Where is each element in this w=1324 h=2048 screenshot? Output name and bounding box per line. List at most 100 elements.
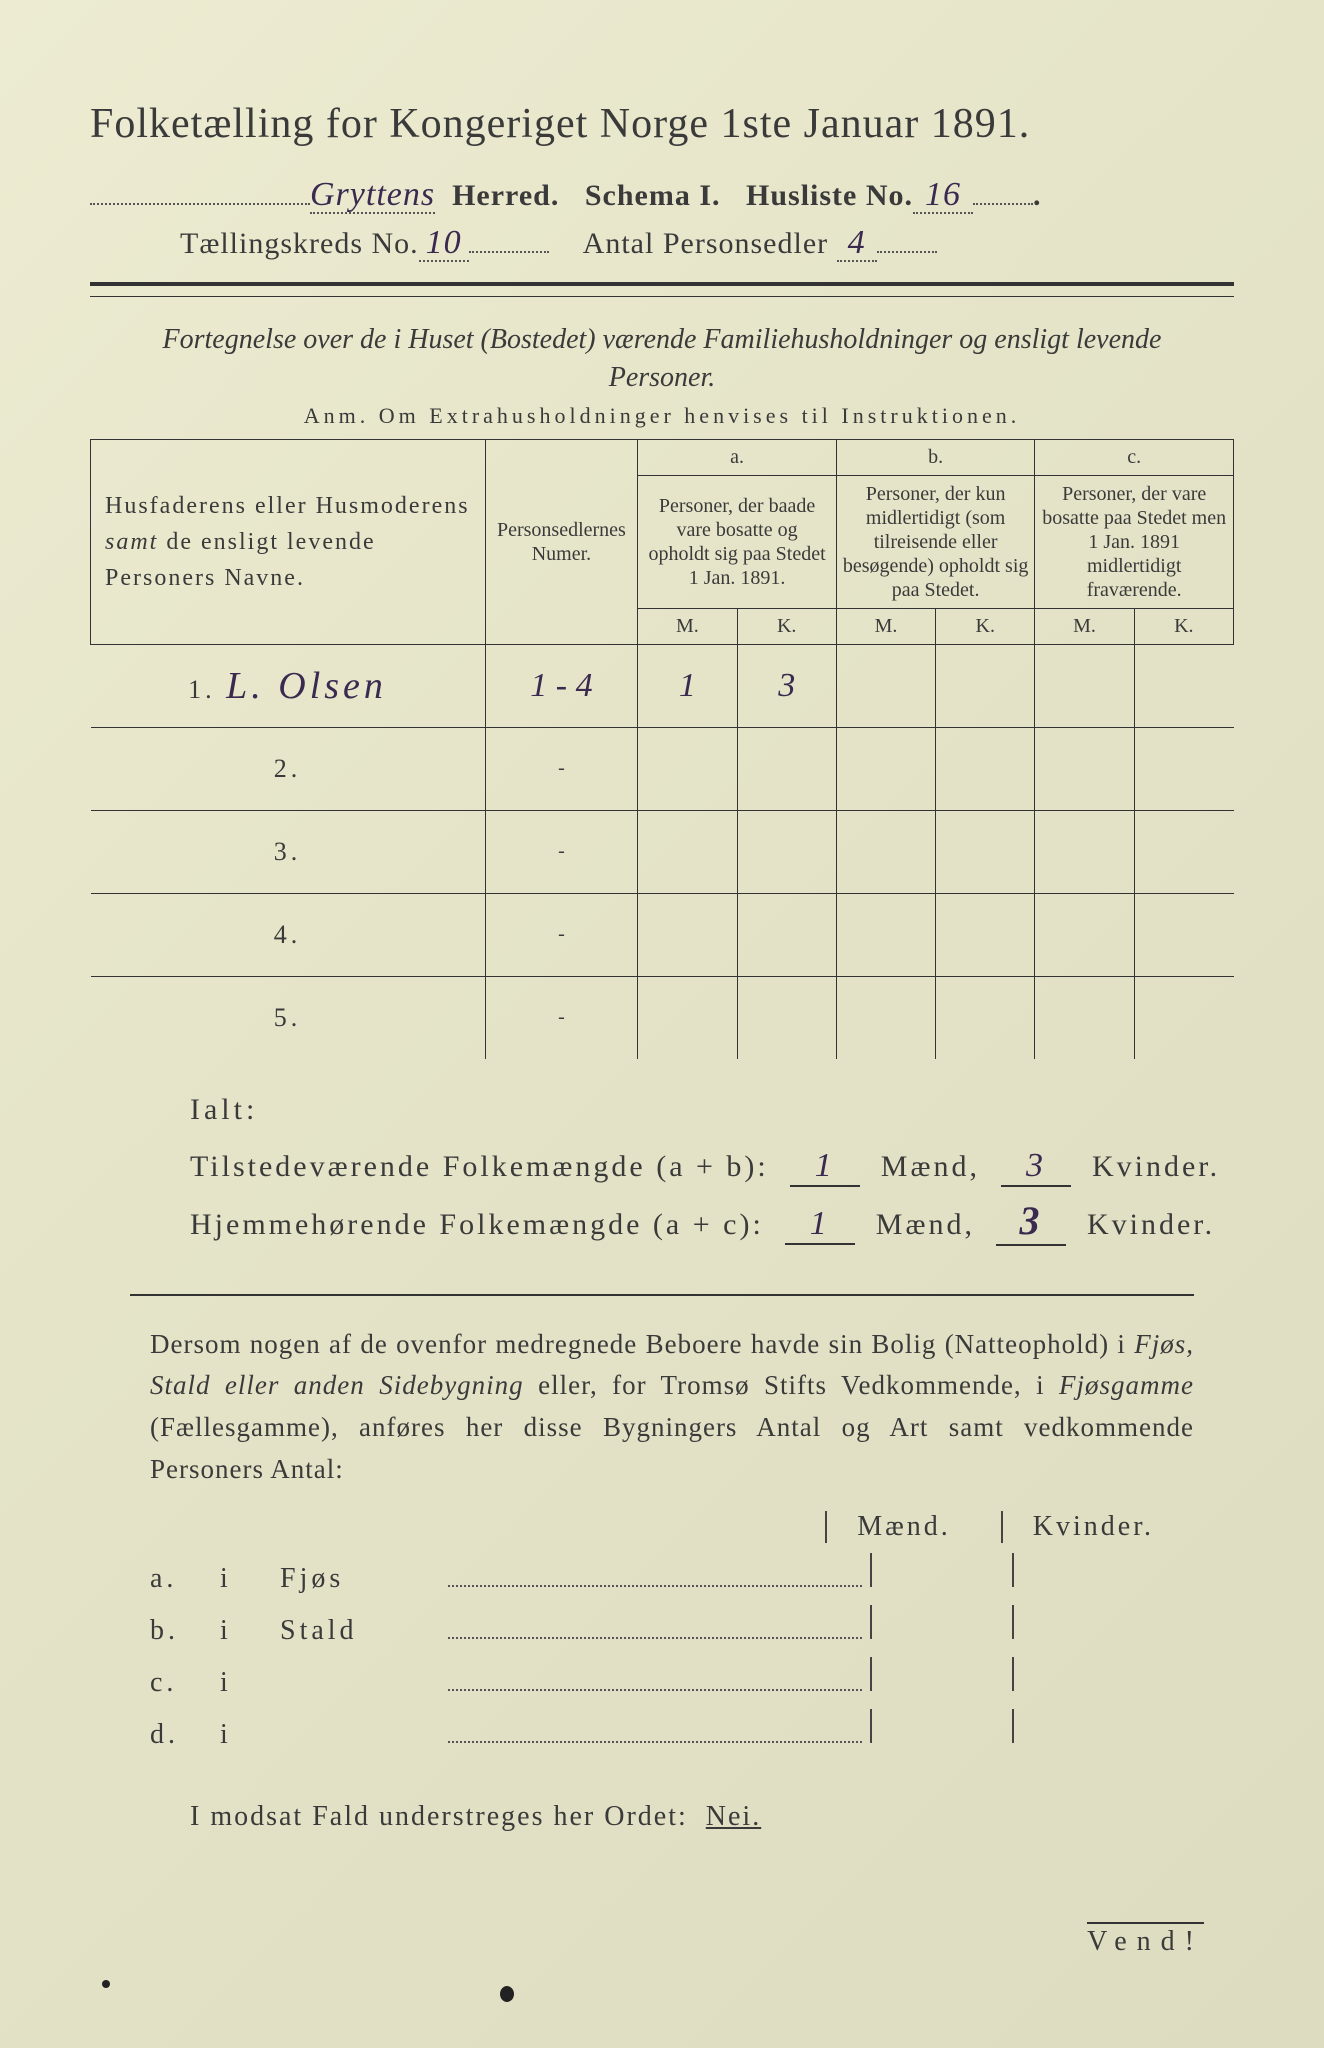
row-c-k — [1134, 810, 1233, 893]
nei-word: Nei. — [706, 1801, 761, 1832]
row-a-m: 1 — [638, 644, 737, 727]
husliste-value: 16 — [913, 178, 973, 214]
row-b-k — [936, 976, 1035, 1059]
dwelling-k-col — [1012, 1553, 1174, 1587]
header-line-herred: Gryttens Herred. Schema I. Husliste No.1… — [90, 178, 1234, 214]
col-a-m: M. — [638, 608, 737, 644]
dwelling-row: a.iFjøs — [150, 1553, 1174, 1595]
row-a-m — [638, 976, 737, 1059]
col-c-label: c. — [1035, 439, 1234, 475]
sedler-value: 4 — [837, 226, 877, 262]
row-name-cell: 5. — [91, 976, 486, 1059]
dwelling-row: d.i — [150, 1709, 1174, 1751]
present-k: 3 — [1001, 1147, 1071, 1187]
dwelling-m-col — [870, 1709, 1012, 1743]
dwelling-k-col — [1012, 1605, 1174, 1639]
row-number: 5. — [274, 1003, 302, 1032]
row-c-m — [1035, 893, 1134, 976]
row-c-k — [1134, 727, 1233, 810]
row-b-m — [836, 644, 935, 727]
herred-label: Herred. — [452, 179, 559, 212]
kvinder-label2: Kvinder. — [1087, 1208, 1215, 1241]
ialt-label: Ialt: — [190, 1093, 1234, 1127]
herred-blank-prefix — [90, 203, 310, 205]
row-a-m — [638, 727, 737, 810]
row-b-m — [836, 976, 935, 1059]
present-label: Tilstedeværende Folkemængde (a + b): — [190, 1150, 769, 1183]
row-number: 4. — [274, 920, 302, 949]
nei-line: I modsat Fald understreges her Ordet: Ne… — [190, 1801, 1234, 1833]
present-m: 1 — [790, 1147, 860, 1187]
row-b-k — [936, 727, 1035, 810]
table-header-top: Husfaderens eller Husmoderens samt de en… — [91, 439, 1234, 475]
col-numer-header: Personsedlernes Numer. — [485, 439, 638, 644]
col-a-k: K. — [737, 608, 836, 644]
row-b-m — [836, 727, 935, 810]
husliste-suffix — [973, 203, 1033, 205]
census-form-page: Folketælling for Kongeriget Norge 1ste J… — [0, 0, 1324, 2048]
row-c-m — [1035, 810, 1134, 893]
dwelling-i: i — [220, 1563, 280, 1595]
dwelling-row: c.i — [150, 1657, 1174, 1699]
row-b-m — [836, 893, 935, 976]
row-c-k — [1134, 976, 1233, 1059]
row-c-m — [1035, 727, 1134, 810]
row-name-cell: 1. L. Olsen — [91, 644, 486, 727]
divider-thin — [90, 296, 1234, 297]
col-a-label: a. — [638, 439, 837, 475]
dwelling-m-col — [870, 1657, 1012, 1691]
dwelling-m-col — [870, 1605, 1012, 1639]
row-b-k — [936, 893, 1035, 976]
row-a-k — [737, 727, 836, 810]
col-c-text: Personer, der vare bosatte paa Stedet me… — [1035, 475, 1234, 608]
dwelling-dots — [448, 1740, 862, 1743]
col-a-text: Personer, der baade vare bosatte og opho… — [638, 475, 837, 608]
household-table: Husfaderens eller Husmoderens samt de en… — [90, 439, 1234, 1059]
herred-value: Gryttens — [310, 178, 435, 214]
present-total-line: Tilstedeværende Folkemængde (a + b): 1 M… — [190, 1147, 1234, 1187]
col-b-label: b. — [836, 439, 1035, 475]
row-number: 2. — [274, 754, 302, 783]
dwelling-dots — [448, 1584, 862, 1587]
dwelling-k-col — [1012, 1657, 1174, 1691]
dwelling-letter: a. — [150, 1563, 220, 1595]
paper-speck — [102, 1980, 110, 1988]
resident-label: Hjemmehørende Folkemængde (a + c): — [190, 1208, 764, 1241]
schema-label: Schema I. — [585, 179, 721, 212]
dwelling-i: i — [220, 1719, 280, 1751]
table-row: 5. - — [91, 976, 1234, 1059]
row-numer: - — [485, 893, 638, 976]
dwelling-i: i — [220, 1667, 280, 1699]
resident-k: 3 — [996, 1197, 1066, 1246]
row-numer: - — [485, 810, 638, 893]
col-name-header: Husfaderens eller Husmoderens samt de en… — [91, 439, 486, 644]
col-b-m: M. — [836, 608, 935, 644]
row-a-m — [638, 810, 737, 893]
dwelling-list: a.iFjøsb.iStaldc.id.i — [150, 1553, 1174, 1751]
table-row: 1. L. Olsen1 - 413 — [91, 644, 1234, 727]
row-a-m — [638, 893, 737, 976]
row-name-cell: 2. — [91, 727, 486, 810]
row-numer: - — [485, 727, 638, 810]
row-c-m — [1035, 976, 1134, 1059]
divider-mid — [130, 1294, 1194, 1296]
dwelling-letter: c. — [150, 1667, 220, 1699]
dwelling-paragraph: Dersom nogen af de ovenfor medregnede Be… — [150, 1324, 1194, 1491]
row-b-m — [836, 810, 935, 893]
table-row: 3. - — [91, 810, 1234, 893]
dwelling-letter: b. — [150, 1615, 220, 1647]
nei-prefix: I modsat Fald understreges her Ordet: — [190, 1801, 688, 1832]
row-numer: - — [485, 976, 638, 1059]
row-b-k — [936, 810, 1035, 893]
dwelling-letter: d. — [150, 1719, 220, 1751]
sedler-suffix — [877, 251, 937, 253]
row-a-k — [737, 976, 836, 1059]
kreds-label: Tællingskreds No. — [180, 227, 419, 260]
dwelling-dots — [448, 1688, 862, 1691]
row-name-value: L. Olsen — [226, 665, 387, 707]
paper-speck — [500, 1986, 514, 2002]
divider-thick — [90, 282, 1234, 286]
table-row: 2. - — [91, 727, 1234, 810]
dwelling-type: Fjøs — [280, 1563, 440, 1595]
kreds-value: 10 — [419, 226, 469, 262]
